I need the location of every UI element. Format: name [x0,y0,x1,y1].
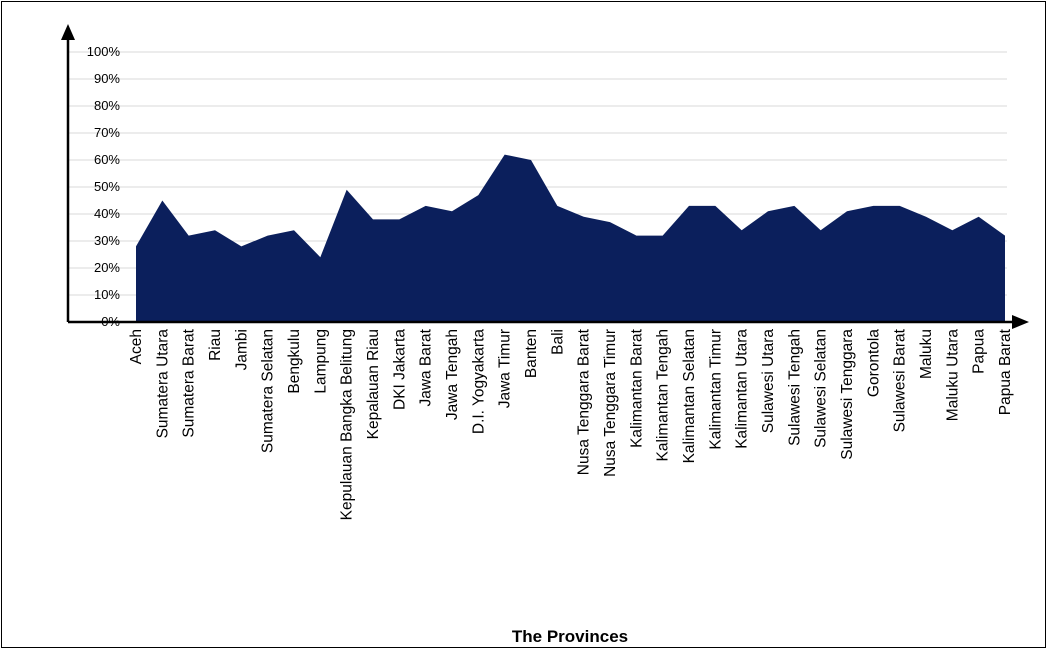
y-tick-label: 80% [94,98,120,113]
y-tick-labels: 0% 10% 20% 30% 40% 50% 60% 70% 80% 90% 100% [87,44,121,329]
area-fill [136,154,1005,322]
x-category-label: Sulawesi Barat [892,328,909,432]
x-category-label: Sulawesi Utara [760,329,777,434]
x-category-label: Jawa Timur [497,329,514,408]
x-category-label: Gorontola [865,329,882,397]
x-category-label: Sulawesi Tenggara [839,329,856,460]
x-axis-title: The Provinces [512,627,628,646]
x-category-label: Bengkulu [286,329,303,394]
x-category-label: Maluku Utara [944,329,961,422]
x-category-label: Papua Barat [997,328,1014,415]
x-category-label: Nusa Tenggara Barat [576,328,593,475]
x-category-label: Kalimantan Utara [734,329,751,449]
y-tick-label: 60% [94,152,120,167]
x-category-label: DKI Jakarta [391,329,408,410]
y-tick-label: 70% [94,125,120,140]
y-tick-label: 0% [101,314,120,329]
y-tick-label: 50% [94,179,120,194]
x-axis-arrow [1012,315,1029,329]
x-category-label: Aceh [128,329,145,364]
y-tick-label: 30% [94,233,120,248]
x-category-label: D.I. Yogyakarta [470,329,487,435]
x-category-label: Kalimantan Selatan [681,329,698,463]
x-category-label: Kepulauan Bangka Belitung [339,329,356,520]
x-category-label: Jambi [233,329,250,370]
x-category-label: Lampung [312,329,329,394]
x-category-label: Nusa Tenggara Timur [602,329,619,477]
y-tick-label: 100% [87,44,121,59]
y-tick-label: 10% [94,287,120,302]
x-category-label: Sulawesi Selatan [813,329,830,448]
x-category-labels: Aceh Sumatera Utara Sumatera Barat Riau Jamb… [128,328,1014,520]
x-category-label: Jawa Tengah [444,329,461,420]
axes [61,24,1029,329]
x-category-label: Papua [971,329,988,374]
y-tick-label: 90% [94,71,120,86]
x-category-label: Sumatera Selatan [260,329,277,453]
x-category-label: Kalimantan Timur [707,329,724,450]
x-category-label: Maluku [918,329,935,379]
y-tick-label: 20% [94,260,120,275]
area-series [136,154,1005,322]
x-category-label: Sulawesi Tengah [786,329,803,446]
x-category-label: Sumatera Utara [154,329,171,439]
x-category-label: Kalimantan Barat [628,328,645,448]
x-category-label: Kepalauan Riau [365,329,382,439]
x-category-label: Banten [523,329,540,378]
y-tick-label: 40% [94,206,120,221]
x-category-label: Sumatera Barat [181,328,198,437]
y-axis-arrow [61,24,75,40]
x-category-label: Riau [207,329,224,361]
x-category-label: Kalimantan Tengah [655,329,672,461]
x-category-label: Bali [549,329,566,355]
x-category-label: Jawa Barat [418,328,435,406]
